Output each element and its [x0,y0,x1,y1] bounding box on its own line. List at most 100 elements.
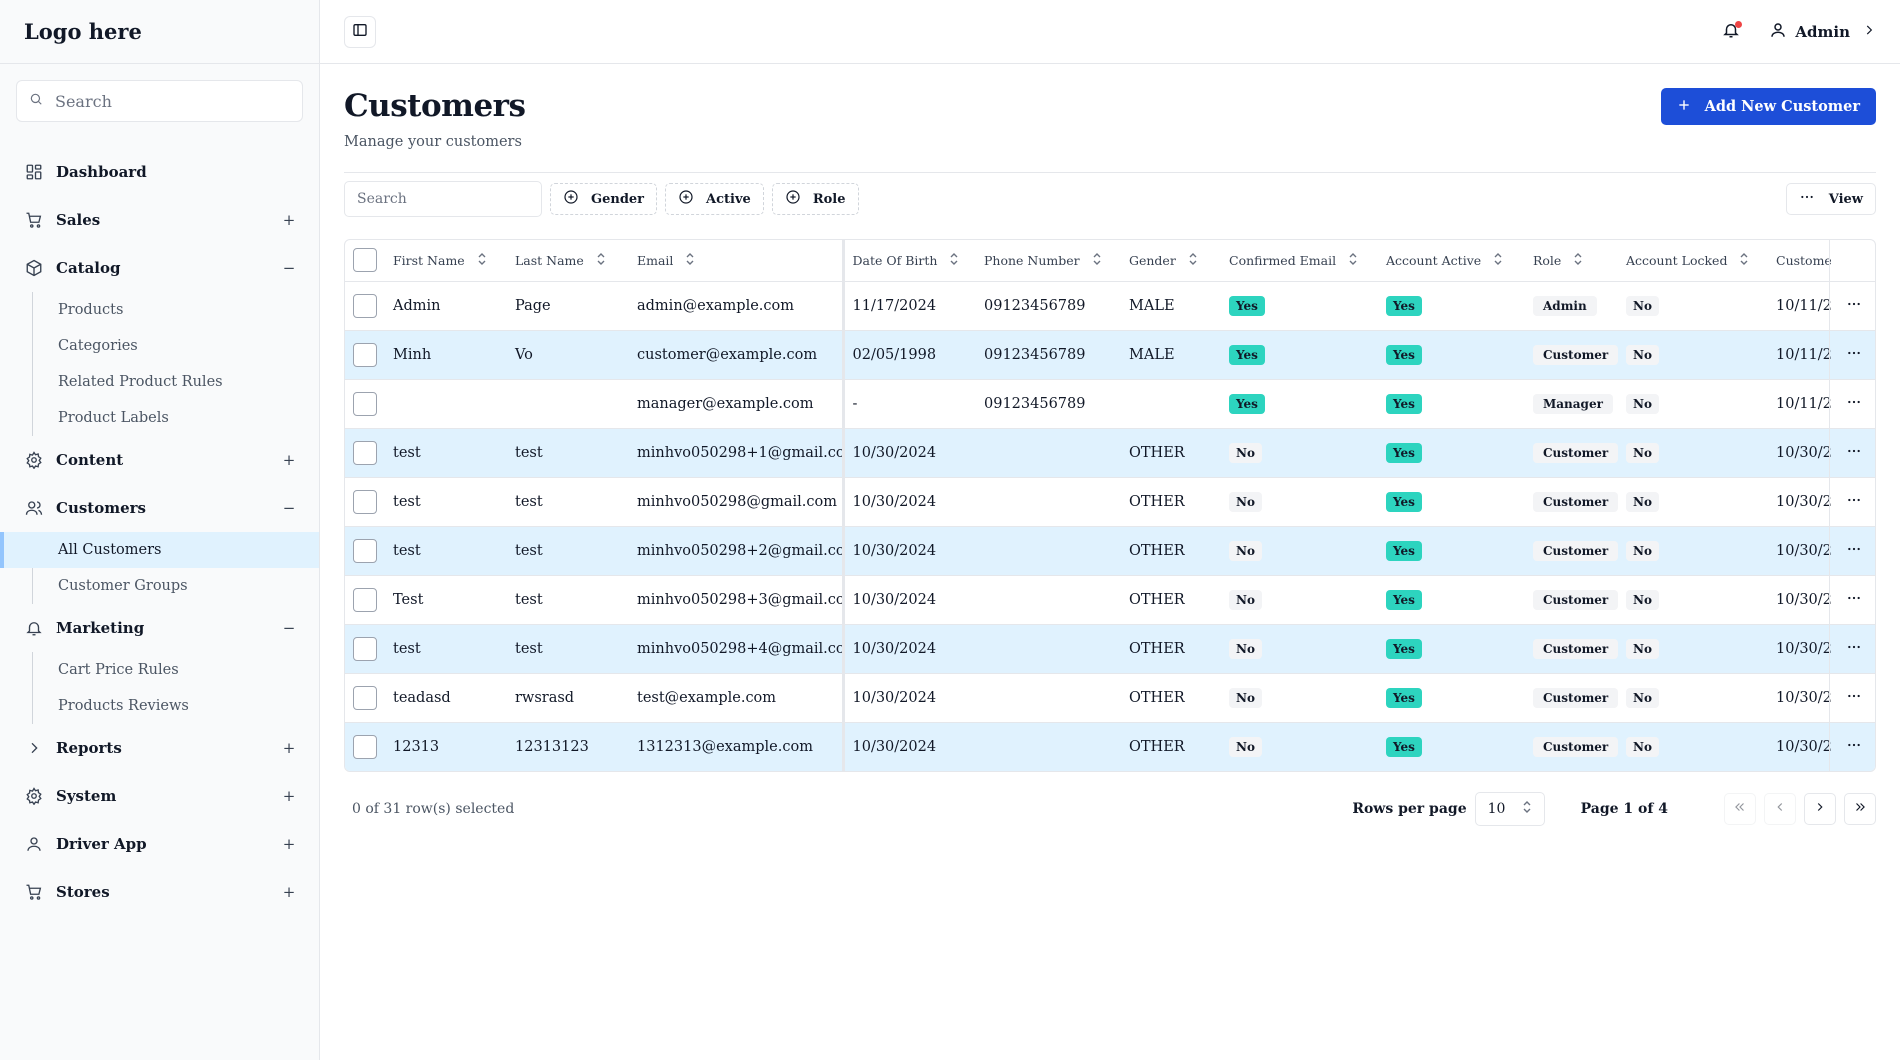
next-page-button[interactable] [1804,793,1836,825]
table-row[interactable]: Minh Vo customer@example.com 02/05/1998 … [345,330,1875,379]
sidebar-subitem-product-labels[interactable]: Product Labels [58,410,169,426]
sidebar-subitem-categories[interactable]: Categories [58,338,138,354]
sidebar-item-reports[interactable]: Reports + [0,724,319,772]
row-checkbox[interactable] [353,685,377,710]
row-checkbox[interactable] [353,440,377,465]
minus-icon[interactable]: − [282,619,296,637]
table-row[interactable]: test test minhvo050298+4@gmail.com 10/30… [345,624,1875,673]
cell-email: admin@example.com [629,281,845,330]
column-header-first-name[interactable]: First Name [385,240,507,281]
sidebar-subitem-products[interactable]: Products [58,302,124,318]
plus-icon[interactable]: + [282,739,296,757]
table-footer: 0 of 31 row(s) selected Rows per page 10… [344,792,1876,826]
row-checkbox[interactable] [353,636,377,661]
table-body: Admin Page admin@example.com 11/17/2024 … [345,281,1875,771]
plus-icon[interactable]: + [282,835,296,853]
column-header-date-of-birth[interactable]: Date Of Birth [843,240,976,281]
row-actions-button[interactable] [1846,394,1862,414]
row-actions-button[interactable] [1846,492,1862,512]
plus-icon[interactable]: + [282,451,296,469]
filter-role-button[interactable]: Role [771,183,859,215]
role-badge: Customer [1533,442,1618,463]
plus-icon[interactable]: + [282,883,296,901]
column-header-last-name[interactable]: Last Name [507,240,629,281]
sidebar-subitem-products-reviews[interactable]: Products Reviews [58,698,189,714]
sidebar-search[interactable] [16,80,303,122]
previous-page-button[interactable] [1764,793,1796,825]
row-checkbox[interactable] [353,342,377,367]
table-row[interactable]: manager@example.com - 09123456789 Yes Ye… [345,379,1875,428]
sidebar-item-sales[interactable]: Sales + [0,196,319,244]
sidebar-item-label: Content [56,451,124,469]
column-header-customer[interactable]: Customer [1776,252,1831,268]
notifications-button[interactable] [1719,20,1743,44]
rows-per-page-select[interactable]: 10 [1474,792,1545,826]
sidebar-item-stores[interactable]: Stores + [0,868,319,916]
sidebar-item-marketing[interactable]: Marketing − [0,604,319,652]
table-header-row: First Name Last Name Email Date Of Birth… [345,240,1875,281]
table-row[interactable]: test test minhvo050298@gmail.com 10/30/2… [345,477,1875,526]
row-checkbox[interactable] [353,489,377,514]
table-row[interactable]: Test test minhvo050298+3@gmail.com 10/30… [345,575,1875,624]
cell-email: 1312313@example.com [629,722,845,771]
column-header-confirmed-email[interactable]: Confirmed Email [1221,240,1378,281]
sidebar-item-driver-app[interactable]: Driver App + [0,820,319,868]
column-header-account-active[interactable]: Account Active [1378,240,1525,281]
row-checkbox[interactable] [353,391,377,416]
sidebar-item-customers[interactable]: Customers − [0,484,319,532]
sidebar-subitem-all-customers[interactable]: All Customers [0,532,319,568]
sidebar-subitem-related-product-rules[interactable]: Related Product Rules [58,374,223,390]
plus-icon[interactable]: + [282,211,296,229]
row-actions-button[interactable] [1846,688,1862,708]
row-actions-button[interactable] [1846,296,1862,316]
row-actions-button[interactable] [1846,639,1862,659]
column-header-account-locked[interactable]: Account Locked [1618,240,1768,281]
sidebar-subitem-customer-groups[interactable]: Customer Groups [58,578,188,594]
last-page-button[interactable] [1844,793,1876,825]
row-checkbox[interactable] [353,538,377,563]
user-menu[interactable]: Admin [1769,21,1876,43]
minus-icon[interactable]: − [282,499,296,517]
first-page-button[interactable] [1724,793,1756,825]
table-row[interactable]: test test minhvo050298+1@gmail.com 10/30… [345,428,1875,477]
user-icon [24,834,44,854]
row-actions-button[interactable] [1846,345,1862,365]
cell-date-of-birth: 10/30/2024 [852,640,937,657]
sidebar-item-system[interactable]: System + [0,772,319,820]
sidebar-search-input[interactable] [55,91,285,111]
column-header-email[interactable]: Email [629,240,845,281]
table-row[interactable]: 12313 12313123 1312313@example.com 10/30… [345,722,1875,771]
account-locked-badge: No [1626,638,1659,659]
row-checkbox[interactable] [353,293,377,318]
table-row[interactable]: teadasd rwsrasd test@example.com 10/30/2… [345,673,1875,722]
minus-icon[interactable]: − [282,259,296,277]
table-row[interactable]: test test minhvo050298+2@gmail.com 10/30… [345,526,1875,575]
column-header-gender[interactable]: Gender [1121,240,1221,281]
plus-icon[interactable]: + [282,787,296,805]
row-actions-button[interactable] [1846,590,1862,610]
add-new-customer-button[interactable]: Add New Customer [1660,88,1876,125]
table-search-input[interactable] [344,181,542,217]
sidebar-item-dashboard[interactable]: Dashboard [0,148,319,196]
column-header-role[interactable]: Role [1525,240,1618,281]
cell-customer-since: 10/30/20 [1776,640,1831,657]
filter-gender-button[interactable]: Gender [550,183,658,215]
logo[interactable]: Logo here [0,0,319,64]
select-all-checkbox[interactable] [353,248,377,273]
account-locked-badge: No [1626,687,1659,708]
sidebar-item-content[interactable]: Content + [0,436,319,484]
row-actions-button[interactable] [1846,443,1862,463]
sidebar-item-catalog[interactable]: Catalog − [0,244,319,292]
row-actions-button[interactable] [1846,737,1862,757]
column-header-phone-number[interactable]: Phone Number [976,240,1121,281]
filter-active-button[interactable]: Active [665,183,764,215]
sidebar-item-label: System [56,787,117,805]
view-options-button[interactable]: View [1785,183,1876,215]
toggle-sidebar-button[interactable] [344,15,376,48]
sidebar-subitem-cart-price-rules[interactable]: Cart Price Rules [58,662,179,678]
table-row[interactable]: Admin Page admin@example.com 11/17/2024 … [345,281,1875,330]
search-icon [29,92,43,110]
row-checkbox[interactable] [353,587,377,612]
row-actions-button[interactable] [1846,541,1862,561]
row-checkbox[interactable] [353,734,377,759]
